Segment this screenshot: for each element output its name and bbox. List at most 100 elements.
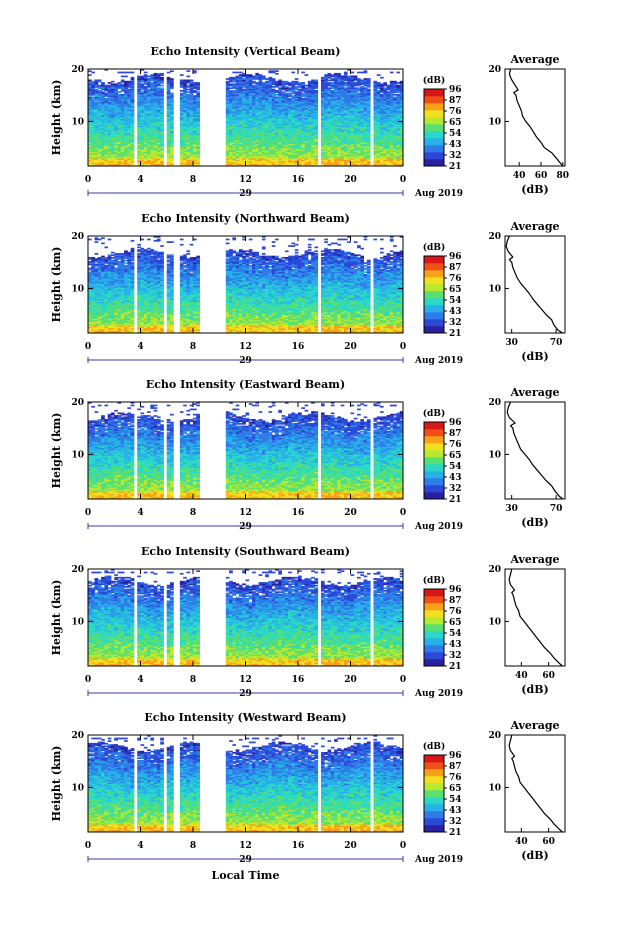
- heatmap-cell: [360, 72, 364, 74]
- heatmap-cell: [124, 76, 128, 78]
- heatmap-cell: [186, 76, 190, 78]
- heatmap-cell: [186, 79, 190, 81]
- heatmap-cell: [118, 82, 122, 84]
- heatmap-cell: [275, 97, 279, 99]
- heatmap-cell: [121, 72, 125, 74]
- heatmap-cell: [344, 72, 348, 74]
- heatmap-cell: [242, 78, 246, 80]
- heatmap-cell: [268, 70, 272, 72]
- heatmap-cell: [295, 81, 299, 83]
- heatmap-cell: [373, 81, 377, 83]
- heatmap-cell: [186, 89, 190, 91]
- heatmap-cell: [91, 81, 95, 83]
- heatmap-cell: [272, 89, 276, 91]
- heatmap-cell: [229, 77, 233, 79]
- heatmap-cell: [252, 76, 256, 78]
- heatmap-cell: [236, 76, 240, 78]
- heatmap-cell: [160, 77, 164, 79]
- heatmap-cell: [141, 91, 145, 93]
- heatmap-cell: [108, 85, 112, 87]
- heatmap-cell: [295, 86, 299, 88]
- heatmap-cell: [229, 83, 233, 85]
- heatmap-cell: [141, 83, 145, 85]
- heatmap-cell: [150, 82, 154, 84]
- heatmap-cell: [301, 98, 305, 100]
- heatmap-cell: [154, 73, 158, 75]
- panel-1: Echo Intensity (Vertical Beam)Height (km…: [50, 45, 569, 199]
- heatmap-cell: [364, 70, 368, 72]
- heatmap-cell: [252, 81, 256, 83]
- heatmap-cell: [239, 72, 243, 74]
- heatmap-cell: [160, 85, 164, 87]
- heatmap-cell: [180, 90, 184, 92]
- heatmap-cell: [121, 94, 125, 96]
- heatmap-cell: [295, 91, 299, 93]
- heatmap-cell: [114, 83, 118, 85]
- heatmap-cell: [331, 78, 335, 80]
- heatmap-cell: [255, 82, 259, 84]
- heatmap-cell: [298, 82, 302, 84]
- heatmap-cell: [275, 81, 279, 83]
- heatmap-cell: [344, 87, 348, 89]
- heatmap-cell: [104, 93, 108, 95]
- heatmap-cell: [328, 73, 332, 75]
- heatmap-cell: [104, 98, 108, 100]
- heatmap-cell: [337, 73, 341, 75]
- heatmap-cell: [278, 79, 282, 81]
- heatmap-cell: [246, 74, 250, 76]
- heatmap-cell: [232, 90, 236, 92]
- heatmap-cell: [121, 83, 125, 85]
- heatmap-cell: [111, 83, 115, 85]
- heatmap-cell: [193, 82, 197, 84]
- heatmap-cell: [193, 90, 197, 92]
- heatmap-cell: [190, 79, 194, 81]
- heatmap-cell: [127, 81, 131, 83]
- heatmap-cell: [98, 90, 102, 92]
- heatmap-cell: [229, 87, 233, 89]
- heatmap-cell: [186, 85, 190, 87]
- heatmap-cell: [301, 72, 305, 74]
- heatmap-cell: [262, 76, 266, 78]
- heatmap-cell: [98, 79, 102, 81]
- heatmap-cell: [101, 91, 105, 93]
- heatmap-cell: [295, 78, 299, 80]
- heatmap-cell: [364, 87, 368, 89]
- heatmap-cell: [150, 74, 154, 76]
- heatmap-cell: [328, 87, 332, 89]
- heatmap-cell: [170, 70, 174, 72]
- heatmap-cell: [196, 82, 200, 84]
- heatmap-cell: [147, 89, 151, 91]
- heatmap-cell: [141, 76, 145, 78]
- heatmap-cell: [357, 72, 361, 74]
- heatmap-cell: [88, 74, 92, 76]
- heatmap-cell: [242, 89, 246, 91]
- heatmap-cell: [232, 83, 236, 85]
- heatmap-cell: [324, 74, 328, 76]
- heatmap-cell: [88, 70, 92, 72]
- heatmap-cell: [285, 81, 289, 83]
- heatmap-cell: [131, 77, 135, 79]
- heatmap-cell: [275, 73, 279, 75]
- heatmap-cell: [377, 90, 381, 92]
- heatmap-cell: [147, 76, 151, 78]
- heatmap-cell: [272, 86, 276, 88]
- heatmap-cell: [305, 74, 309, 76]
- heatmap-cell: [308, 81, 312, 83]
- heatmap-cell: [364, 78, 368, 80]
- heatmap-cell: [282, 91, 286, 93]
- heatmap-cell: [321, 77, 325, 79]
- heatmap-cell: [360, 79, 364, 81]
- heatmap-cell: [354, 82, 358, 84]
- heatmap-cell: [137, 76, 141, 78]
- heatmap-cell: [305, 87, 309, 89]
- heatmap-cell: [331, 82, 335, 84]
- heatmap-cell: [144, 72, 148, 74]
- heatmap-cell: [147, 78, 151, 80]
- heatmap-cell: [229, 90, 233, 92]
- heatmap-cell: [285, 86, 289, 88]
- heatmap-cell: [272, 70, 276, 72]
- heatmap-cell: [291, 72, 295, 74]
- heatmap-cell: [360, 86, 364, 88]
- heatmap-cell: [170, 78, 174, 80]
